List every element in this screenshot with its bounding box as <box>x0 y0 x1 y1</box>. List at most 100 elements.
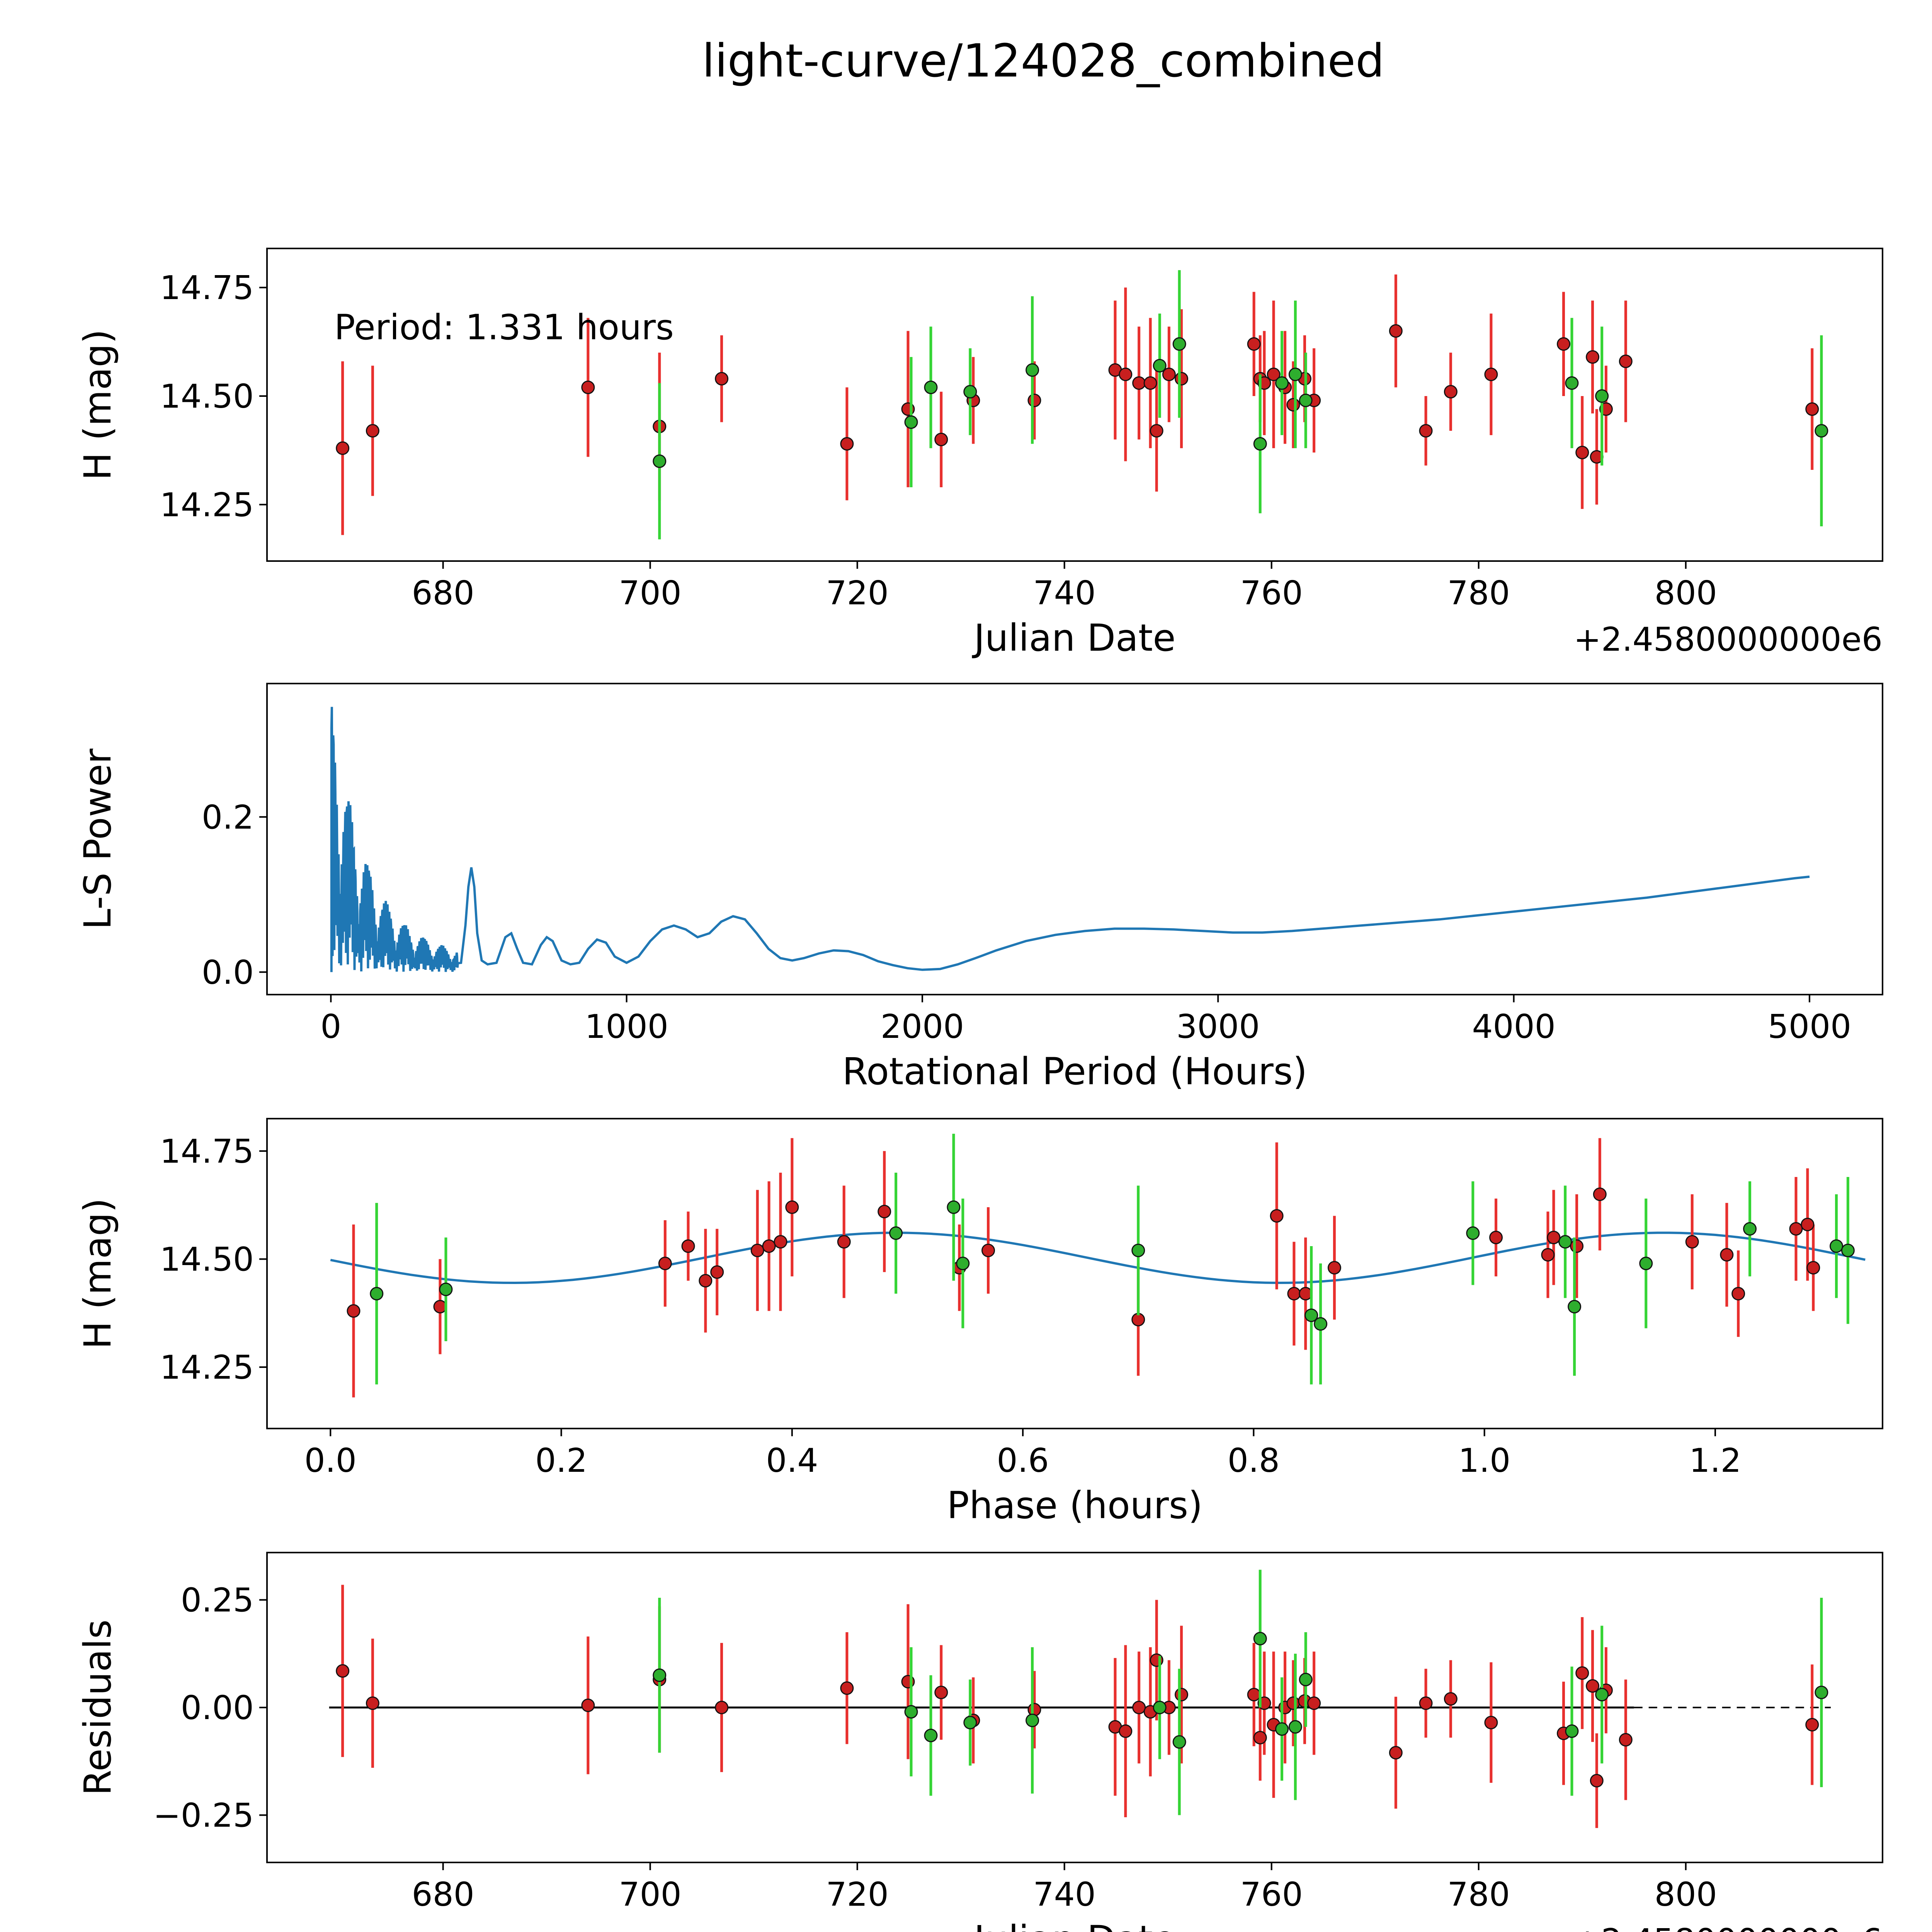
data-point <box>1444 385 1458 399</box>
data-point <box>715 372 729 386</box>
data-point <box>1639 1257 1653 1270</box>
x-tick-label: 1.0 <box>1458 1442 1510 1480</box>
x-tick-label: 700 <box>619 574 682 612</box>
x-tick-label: 740 <box>1033 1876 1096 1914</box>
data-point <box>762 1239 776 1253</box>
data-point <box>681 1239 695 1253</box>
data-point <box>1175 372 1189 386</box>
data-point <box>1288 367 1302 381</box>
data-point <box>1162 367 1176 381</box>
data-point <box>1789 1222 1803 1236</box>
data-point <box>981 1243 995 1257</box>
x-axis-label: Julian Date <box>972 616 1175 660</box>
data-point <box>1541 1248 1555 1262</box>
panel-phase-folded: 0.0 0.2 0.4 0.6 0.8 1.0 1.2 14.25 14.50 14.75 Phas… <box>76 1118 1883 1527</box>
data-point <box>963 1716 977 1730</box>
x-tick-label: 4000 <box>1472 1008 1555 1046</box>
data-point <box>1586 350 1600 364</box>
x-tick-label: 720 <box>826 1876 889 1914</box>
data-point <box>1247 337 1261 351</box>
data-point <box>774 1235 787 1249</box>
green-series <box>653 270 1828 539</box>
green-series <box>370 1134 1855 1384</box>
data-point <box>934 432 948 446</box>
data-point <box>1815 424 1828 438</box>
x-axis-label: Rotational Period (Hours) <box>842 1050 1308 1093</box>
x-tick-label: 760 <box>1240 574 1303 612</box>
x-tick-label: 0.4 <box>766 1442 818 1480</box>
x-axis-label: Phase (hours) <box>947 1484 1203 1527</box>
data-point <box>1731 1287 1745 1301</box>
data-point <box>924 381 938 395</box>
data-point <box>1547 1231 1561 1245</box>
data-point <box>1590 1774 1604 1787</box>
data-point <box>1172 337 1186 351</box>
x-tick-label: 0 <box>320 1008 341 1046</box>
data-point <box>1830 1239 1844 1253</box>
axes-spines <box>266 683 1883 995</box>
data-point <box>1287 1287 1301 1301</box>
data-point <box>1247 1688 1261 1702</box>
x-tick-label: 2000 <box>881 1008 964 1046</box>
x-tick-label: 1000 <box>585 1008 668 1046</box>
red-series <box>336 1585 1819 1828</box>
x-tick-label: 680 <box>412 1876 474 1914</box>
data-point <box>1419 1696 1433 1710</box>
data-point <box>934 1685 948 1699</box>
y-tick-label: 14.50 <box>160 1241 254 1279</box>
data-point <box>1275 376 1289 390</box>
data-point <box>1575 446 1589 459</box>
data-point <box>1565 376 1579 390</box>
x-tick-label: 720 <box>826 574 889 612</box>
y-tick-label: 14.50 <box>160 378 254 416</box>
data-point <box>1743 1222 1757 1236</box>
x-tick-label: 700 <box>619 1876 682 1914</box>
data-point <box>1275 1722 1289 1736</box>
data-point <box>1815 1685 1828 1699</box>
y-tick-label: 0.0 <box>202 954 254 992</box>
data-point <box>433 1300 447 1314</box>
data-point <box>1304 1308 1318 1322</box>
data-point <box>366 424 379 438</box>
x-tick-label: 0.2 <box>535 1442 587 1480</box>
data-point <box>1806 1261 1820 1275</box>
data-point <box>1132 376 1146 390</box>
data-point <box>947 1200 961 1214</box>
data-point <box>1119 1724 1133 1738</box>
x-tick-label: 0.8 <box>1228 1442 1280 1480</box>
data-point <box>336 441 350 455</box>
data-point <box>1389 1746 1403 1760</box>
data-point <box>1153 359 1167 372</box>
data-point <box>1619 354 1633 368</box>
data-point <box>1270 1209 1284 1223</box>
x-tick-label: 0.6 <box>997 1442 1049 1480</box>
data-point <box>1143 376 1157 390</box>
x-tick-label: 740 <box>1033 574 1096 612</box>
data-point <box>1484 1716 1498 1730</box>
x-tick-label: 0.0 <box>304 1442 357 1480</box>
data-point <box>1593 1187 1607 1201</box>
data-point <box>1027 393 1041 407</box>
data-point <box>1314 1317 1328 1331</box>
data-point <box>785 1200 799 1214</box>
data-point <box>1466 1226 1480 1240</box>
green-series <box>653 1570 1828 1815</box>
x-tick-label: 680 <box>412 574 474 612</box>
data-point <box>336 1664 350 1678</box>
data-point <box>1805 402 1819 416</box>
data-point <box>1172 1735 1186 1749</box>
data-point <box>1119 367 1133 381</box>
y-axis-label: L-S Power <box>76 748 119 930</box>
x-tick-label: 760 <box>1240 1876 1303 1914</box>
y-axis-label: Residuals <box>76 1619 119 1795</box>
data-point <box>653 1668 667 1682</box>
data-point <box>653 454 667 468</box>
data-point <box>1327 1261 1341 1275</box>
data-point <box>439 1282 453 1296</box>
data-point <box>1150 424 1163 438</box>
data-point <box>1489 1231 1503 1245</box>
fit-curve <box>330 1231 1866 1284</box>
x-tick-label: 5000 <box>1768 1008 1851 1046</box>
data-point <box>1026 363 1039 377</box>
x-tick-label: 800 <box>1655 1876 1717 1914</box>
